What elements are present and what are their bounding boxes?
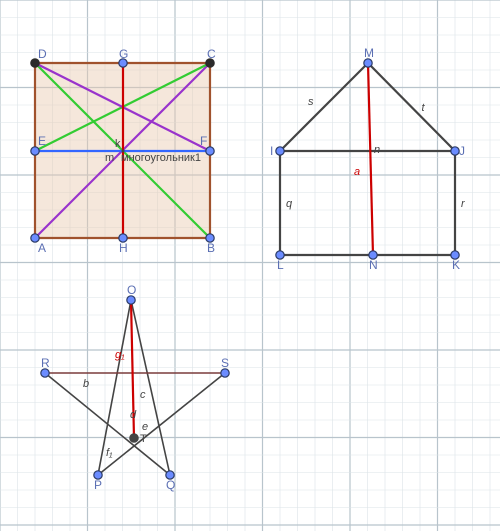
- label-f: F: [200, 134, 207, 148]
- star-sp: [98, 373, 225, 475]
- point-i[interactable]: [276, 147, 284, 155]
- point-f[interactable]: [206, 147, 214, 155]
- label-g: G: [119, 47, 128, 61]
- label-q: q: [286, 198, 293, 210]
- point-s[interactable]: [221, 369, 229, 377]
- label-f1: f₁: [106, 447, 113, 459]
- pent-mj: [368, 63, 455, 151]
- label-n2: n: [374, 144, 380, 156]
- label-n: N: [369, 258, 378, 272]
- label-d: D: [38, 47, 47, 61]
- label-r: r: [461, 198, 466, 210]
- point-e[interactable]: [31, 147, 39, 155]
- label-o: O: [127, 283, 136, 297]
- label-c: C: [207, 47, 216, 61]
- point-r[interactable]: [41, 369, 49, 377]
- label-polygon: многоугольник1: [121, 152, 201, 164]
- star-op: [98, 300, 131, 475]
- label-m: m: [105, 152, 114, 164]
- geogebra-canvas: D G C E F A H Bkm многоугольник1 M I J L K Ns t q r a n O R S P…: [0, 0, 500, 531]
- label-h: H: [119, 241, 128, 255]
- point-m[interactable]: [364, 59, 372, 67]
- pent-im: [280, 63, 368, 151]
- point-j[interactable]: [451, 147, 459, 155]
- label-m2: M: [364, 46, 374, 60]
- label-i: I: [270, 144, 273, 158]
- label-a2: a: [354, 166, 360, 178]
- label-b: B: [207, 241, 215, 255]
- point-t[interactable]: [130, 434, 138, 442]
- pent-mn: [368, 63, 373, 255]
- label-l: L: [277, 258, 284, 272]
- label-k: k: [115, 138, 121, 150]
- label-r2: R: [41, 356, 50, 370]
- label-p: P: [94, 478, 102, 492]
- label-e: E: [38, 134, 46, 148]
- label-s: s: [308, 96, 314, 108]
- label-t2: T: [140, 433, 147, 445]
- label-a: A: [38, 241, 46, 255]
- label-b2: b: [83, 378, 89, 390]
- label-e2: e: [142, 421, 148, 433]
- label-j: J: [459, 144, 465, 158]
- label-q2: Q: [166, 478, 175, 492]
- point-o[interactable]: [127, 296, 135, 304]
- label-d2: d: [130, 409, 137, 421]
- label-t: t: [422, 102, 426, 114]
- drawing-svg: D G C E F A H Bkm многоугольник1 M I J L K Ns t q r a n O R S P…: [0, 0, 500, 531]
- label-c2: c: [140, 389, 146, 401]
- label-k2: K: [452, 258, 460, 272]
- label-s2: S: [221, 356, 229, 370]
- label-g1: g₁: [115, 349, 125, 361]
